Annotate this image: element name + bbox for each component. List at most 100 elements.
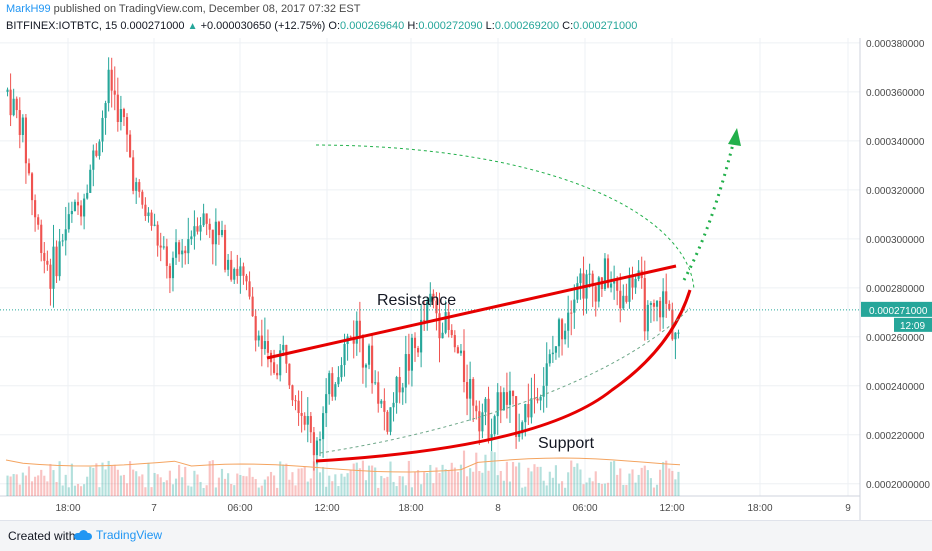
- candle-body: [230, 259, 233, 280]
- candle-body: [263, 341, 266, 350]
- candle-body: [37, 217, 40, 225]
- volume-bar: [165, 480, 168, 496]
- candle-body: [453, 335, 456, 348]
- price-change: +0.000030650 (+12.75%): [200, 20, 326, 32]
- volume-bar: [374, 467, 377, 496]
- volume-bar: [37, 475, 40, 496]
- candle-body: [150, 212, 153, 226]
- chart-area[interactable]: 0.0002000000 0.000220000 0.000240000 0.0002…: [0, 38, 932, 520]
- candle-body: [129, 134, 132, 158]
- volume-bar: [349, 470, 352, 496]
- candle-body: [371, 345, 374, 384]
- volume-bar: [616, 474, 619, 496]
- candle-body: [12, 98, 15, 116]
- author-link[interactable]: MarkH99: [6, 3, 51, 15]
- volume-bar: [122, 474, 126, 496]
- candle-body: [616, 279, 619, 291]
- price-chart[interactable]: 0.0002000000 0.000220000 0.000240000 0.0002…: [0, 38, 932, 520]
- candle-body: [55, 246, 58, 277]
- candle-body: [410, 337, 414, 371]
- volume-bar: [447, 470, 450, 496]
- candle-body: [389, 407, 392, 432]
- volume-bar: [619, 468, 622, 496]
- volume-bar: [401, 476, 404, 496]
- candle-body: [6, 89, 9, 92]
- candle-body: [413, 337, 417, 349]
- volume-bar: [233, 485, 236, 496]
- volume-bar: [361, 460, 364, 496]
- volume-bar: [276, 487, 279, 496]
- volume-bar: [70, 463, 73, 496]
- volume-bar: [628, 473, 631, 496]
- volume-bar: [515, 466, 518, 496]
- candle-body: [337, 377, 340, 385]
- candle-body: [168, 265, 171, 279]
- last-price: 0.000271000: [120, 20, 185, 32]
- candle-body: [174, 242, 178, 258]
- candle-body: [266, 341, 270, 353]
- volume-bar: [472, 471, 475, 496]
- volume-bar: [211, 460, 214, 496]
- volume-bar: [141, 474, 144, 496]
- candle-body: [515, 396, 518, 437]
- candle-body: [199, 225, 202, 232]
- volume-bar: [49, 463, 52, 496]
- high-label: H:: [407, 20, 419, 32]
- candle-body: [312, 432, 315, 456]
- candle-body: [165, 246, 168, 266]
- volume-bar: [331, 481, 334, 496]
- last-price-label: 0.000271000: [869, 306, 928, 317]
- low-value: 0.000269200: [494, 20, 560, 32]
- candle-body: [322, 413, 325, 440]
- volume-bar: [640, 467, 643, 496]
- volume-bar: [153, 472, 156, 496]
- candle-body: [190, 236, 193, 240]
- y-tick-label: 0.000260000: [866, 333, 925, 344]
- candle-body: [325, 394, 328, 414]
- volume-bar: [15, 474, 18, 496]
- candle-body: [665, 291, 668, 304]
- volume-bar: [150, 487, 153, 496]
- candle-body: [429, 293, 432, 302]
- volume-bar: [110, 465, 113, 496]
- volume-bar: [416, 470, 420, 496]
- volume-bar: [637, 474, 640, 496]
- volume-bar: [484, 454, 487, 496]
- candle-body: [138, 182, 141, 192]
- volume-bar: [358, 468, 361, 496]
- volume-bar: [508, 481, 512, 496]
- volume-bar: [254, 479, 257, 496]
- countdown-tag: [894, 317, 932, 332]
- volume-bar: [89, 466, 92, 496]
- candle-body: [557, 319, 561, 347]
- candle-body: [447, 312, 450, 330]
- candle-body: [67, 214, 70, 230]
- volume-bar: [490, 451, 493, 496]
- candle-body: [377, 382, 380, 404]
- candle-body: [83, 198, 86, 217]
- footer: Created with TradingView: [0, 520, 932, 551]
- volume-bar: [340, 473, 343, 496]
- candle-body: [202, 213, 205, 226]
- volume-bar: [643, 465, 646, 496]
- volume-bar: [135, 471, 138, 496]
- candle-body: [466, 382, 469, 399]
- x-tick-label: 06:00: [227, 503, 252, 514]
- symbol-line: BITFINEX:IOTBTC, 15 0.000271000 ▲ +0.000…: [6, 20, 637, 32]
- tradingview-logo[interactable]: TradingView: [74, 528, 162, 542]
- volume-bar: [444, 469, 447, 496]
- volume-bar: [119, 475, 122, 496]
- volume-bar: [386, 476, 389, 496]
- y-tick-label: 0.000300000: [866, 235, 925, 246]
- close-label: C:: [562, 20, 574, 32]
- candle-body: [34, 200, 37, 218]
- candle-body: [539, 396, 542, 401]
- resistance-line: [266, 264, 677, 360]
- candle-body: [306, 416, 309, 425]
- candle-body: [545, 363, 548, 386]
- candle-body: [89, 169, 92, 193]
- candle-body: [508, 390, 512, 405]
- candle-body: [674, 332, 677, 340]
- support-curve: [315, 289, 692, 463]
- candle-body: [61, 240, 64, 242]
